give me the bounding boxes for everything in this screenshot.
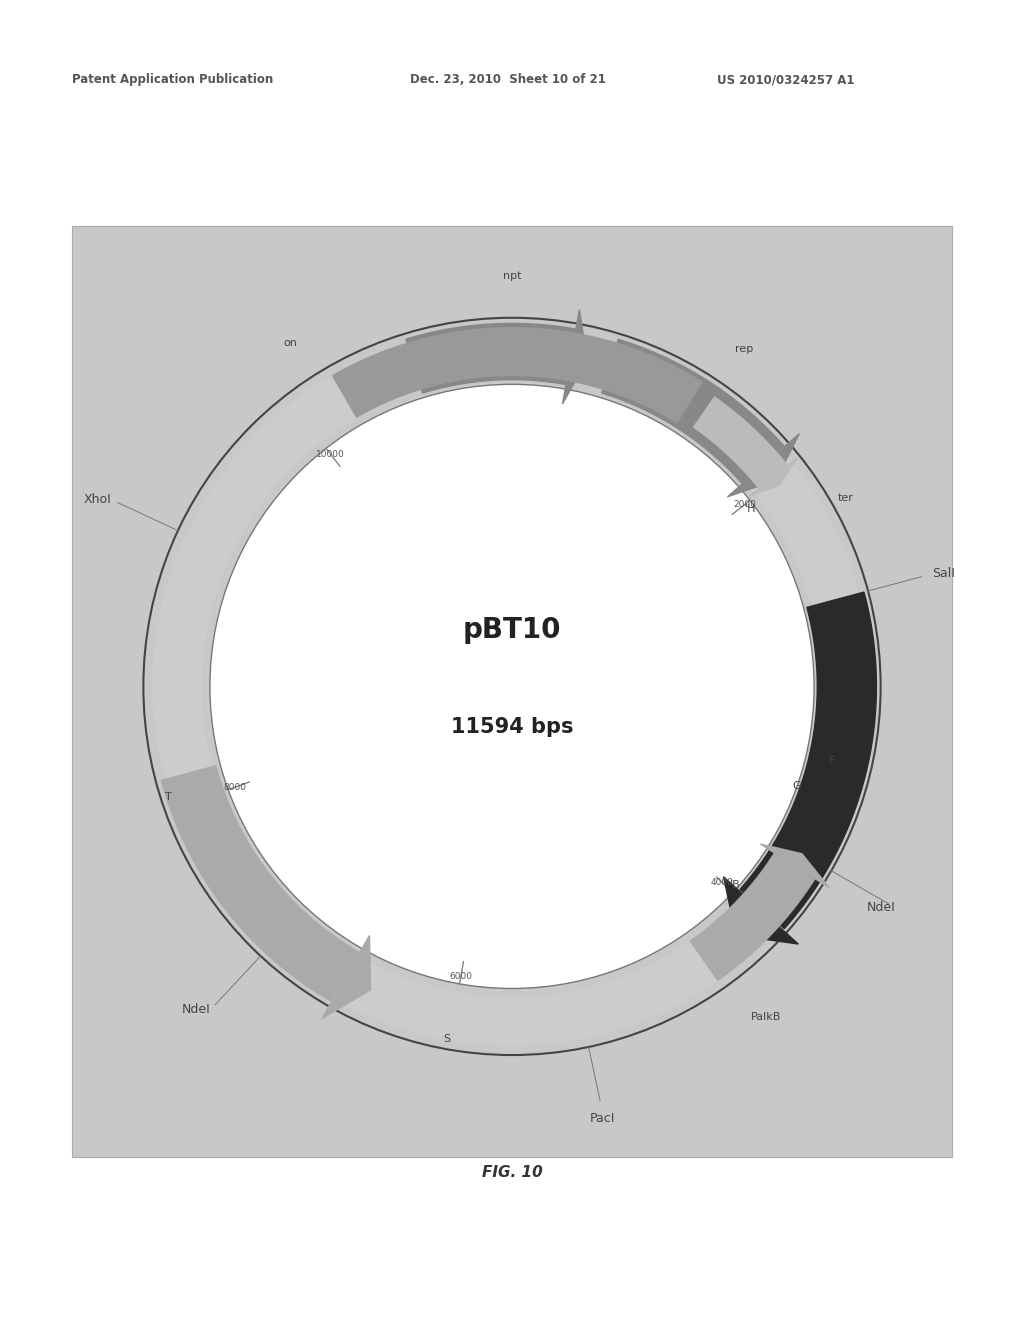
Text: T: T (165, 792, 172, 801)
Bar (72, 226, 952, 1158)
Text: G: G (793, 781, 802, 791)
Text: rep: rep (735, 345, 754, 354)
Polygon shape (693, 397, 787, 488)
Polygon shape (727, 433, 800, 496)
Polygon shape (258, 327, 858, 606)
Circle shape (210, 384, 814, 989)
Text: on: on (284, 338, 297, 347)
Text: XhoI: XhoI (83, 492, 111, 506)
Text: pBT10: pBT10 (463, 616, 561, 644)
Polygon shape (162, 766, 358, 1001)
Text: NdeI: NdeI (181, 1003, 210, 1016)
Polygon shape (602, 339, 783, 483)
Text: S: S (442, 1034, 450, 1044)
Text: F: F (828, 756, 836, 766)
Text: 'H: 'H (745, 504, 757, 513)
Text: 6000: 6000 (450, 973, 472, 981)
Text: 2000: 2000 (733, 500, 756, 510)
Polygon shape (333, 327, 702, 422)
Text: Dec. 23, 2010  Sheet 10 of 21: Dec. 23, 2010 Sheet 10 of 21 (410, 73, 605, 86)
Text: 4000: 4000 (711, 878, 734, 887)
Polygon shape (761, 843, 829, 887)
Text: NdeI: NdeI (866, 902, 895, 913)
Text: 10000: 10000 (316, 450, 345, 458)
Text: PacI: PacI (590, 1111, 615, 1125)
Text: 'B: 'B (729, 879, 740, 890)
Text: FIG. 10: FIG. 10 (481, 1166, 543, 1180)
Text: 8000: 8000 (223, 783, 247, 792)
Text: Patent Application Publication: Patent Application Publication (72, 73, 273, 86)
Polygon shape (322, 936, 371, 1019)
Polygon shape (154, 376, 718, 1045)
Text: npt: npt (503, 271, 521, 281)
Text: SalI: SalI (932, 568, 955, 581)
Text: ter: ter (838, 494, 854, 503)
Text: 11594 bps: 11594 bps (451, 717, 573, 738)
Polygon shape (724, 876, 799, 944)
Polygon shape (406, 323, 574, 393)
Polygon shape (562, 310, 588, 404)
Text: US 2010/0324257 A1: US 2010/0324257 A1 (717, 73, 854, 86)
Polygon shape (740, 593, 877, 929)
Polygon shape (749, 458, 798, 496)
Polygon shape (690, 854, 814, 981)
Text: PalkB: PalkB (751, 1011, 781, 1022)
